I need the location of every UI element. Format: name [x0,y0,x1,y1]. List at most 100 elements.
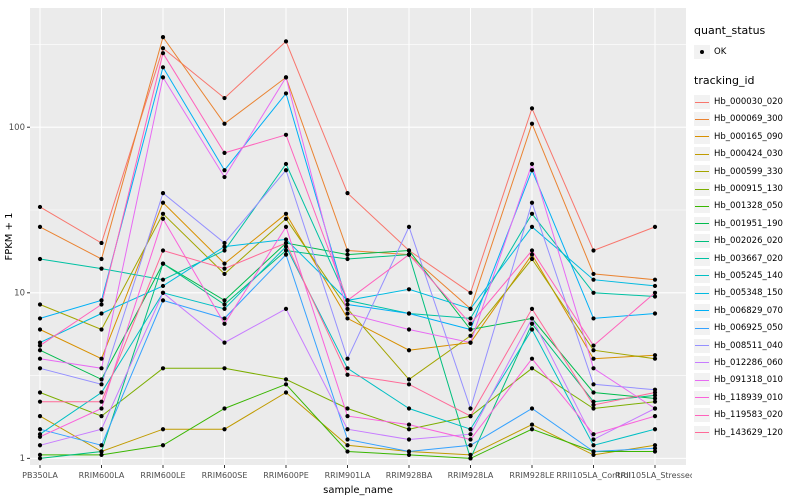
data-point[interactable] [529,321,535,326]
data-point[interactable] [160,216,166,221]
data-point[interactable] [99,366,104,371]
data-point[interactable] [283,168,289,173]
data-point[interactable] [37,302,43,307]
data-point[interactable] [591,432,596,437]
data-point[interactable] [222,427,227,432]
data-point[interactable] [99,256,104,262]
data-point[interactable] [345,406,350,411]
data-point[interactable] [652,399,658,404]
data-point[interactable] [99,427,104,432]
data-point[interactable] [529,306,535,311]
legend-item-ok[interactable]: OK [694,43,798,60]
data-point[interactable] [283,91,289,96]
data-point[interactable] [222,261,227,266]
data-point[interactable] [283,75,289,80]
data-point[interactable] [160,75,166,80]
legend-item-Hb_012286_060[interactable]: Hb_012286_060 [694,354,798,371]
data-point[interactable] [222,248,227,253]
data-point[interactable] [529,211,535,216]
data-point[interactable] [591,402,596,408]
data-point[interactable] [37,390,43,395]
data-point[interactable] [406,348,412,353]
data-point[interactable] [283,244,289,249]
data-point[interactable] [37,434,43,439]
data-point[interactable] [160,290,166,295]
data-point[interactable] [37,456,43,461]
data-point[interactable] [99,382,104,387]
data-point[interactable] [468,321,473,326]
data-point[interactable] [345,306,350,311]
data-point[interactable] [345,372,350,377]
data-point[interactable] [160,211,166,216]
data-point[interactable] [468,437,473,442]
data-point[interactable] [529,256,535,262]
data-point[interactable] [468,327,473,332]
legend-item-Hb_000915_130[interactable]: Hb_000915_130 [694,180,798,197]
legend-item-Hb_118939_010[interactable]: Hb_118939_010 [694,389,798,406]
data-point[interactable] [591,382,596,387]
data-point[interactable] [406,327,412,332]
data-point[interactable] [99,390,104,395]
data-point[interactable] [468,340,473,345]
data-point[interactable] [283,237,289,242]
data-point[interactable] [345,191,350,196]
legend-item-Hb_001328_050[interactable]: Hb_001328_050 [694,198,798,215]
data-point[interactable] [37,427,43,432]
data-point[interactable] [160,46,166,51]
data-point[interactable] [591,449,596,454]
data-point[interactable] [160,427,166,432]
data-point[interactable] [406,311,412,316]
legend-item-Hb_005348_150[interactable]: Hb_005348_150 [694,285,798,302]
data-point[interactable] [345,298,350,303]
data-point[interactable] [652,446,658,451]
data-point[interactable] [652,390,658,395]
data-point[interactable] [99,452,104,457]
legend-item-Hb_000599_330[interactable]: Hb_000599_330 [694,163,798,180]
data-point[interactable] [37,340,43,345]
data-point[interactable] [283,377,289,382]
data-point[interactable] [591,248,596,253]
data-point[interactable] [283,382,289,387]
legend-item-Hb_000424_030[interactable]: Hb_000424_030 [694,146,798,163]
data-point[interactable] [652,294,658,299]
data-point[interactable] [160,65,166,70]
data-point[interactable] [652,290,658,295]
data-point[interactable] [222,266,227,271]
data-point[interactable] [652,449,658,454]
data-point[interactable] [160,366,166,371]
data-point[interactable] [222,174,227,180]
data-point[interactable] [99,449,104,454]
data-point[interactable] [99,377,104,382]
data-point[interactable] [345,302,350,307]
legend-item-Hb_005245_140[interactable]: Hb_005245_140 [694,267,798,284]
data-point[interactable] [283,132,289,137]
data-point[interactable] [345,311,350,316]
data-point[interactable] [37,343,43,348]
data-point[interactable] [529,200,535,205]
data-point[interactable] [99,298,104,303]
data-point[interactable] [652,393,658,398]
data-point[interactable] [406,452,412,457]
data-point[interactable] [529,366,535,371]
data-point[interactable] [345,414,350,419]
data-point[interactable] [652,356,658,361]
data-point[interactable] [591,316,596,321]
data-point[interactable] [222,150,227,155]
data-point[interactable] [529,327,535,332]
data-point[interactable] [591,452,596,457]
data-point[interactable] [529,252,535,257]
data-point[interactable] [222,244,227,249]
data-point[interactable] [222,316,227,321]
data-point[interactable] [283,39,289,44]
data-point[interactable] [468,406,473,411]
data-point[interactable] [591,399,596,404]
data-point[interactable] [406,406,412,411]
data-point[interactable] [652,414,658,419]
data-point[interactable] [406,377,412,382]
data-point[interactable] [652,283,658,289]
data-point[interactable] [37,327,43,332]
legend-item-Hb_000165_090[interactable]: Hb_000165_090 [694,128,798,145]
data-point[interactable] [222,366,227,371]
data-point[interactable] [591,348,596,353]
data-point[interactable] [345,356,350,361]
